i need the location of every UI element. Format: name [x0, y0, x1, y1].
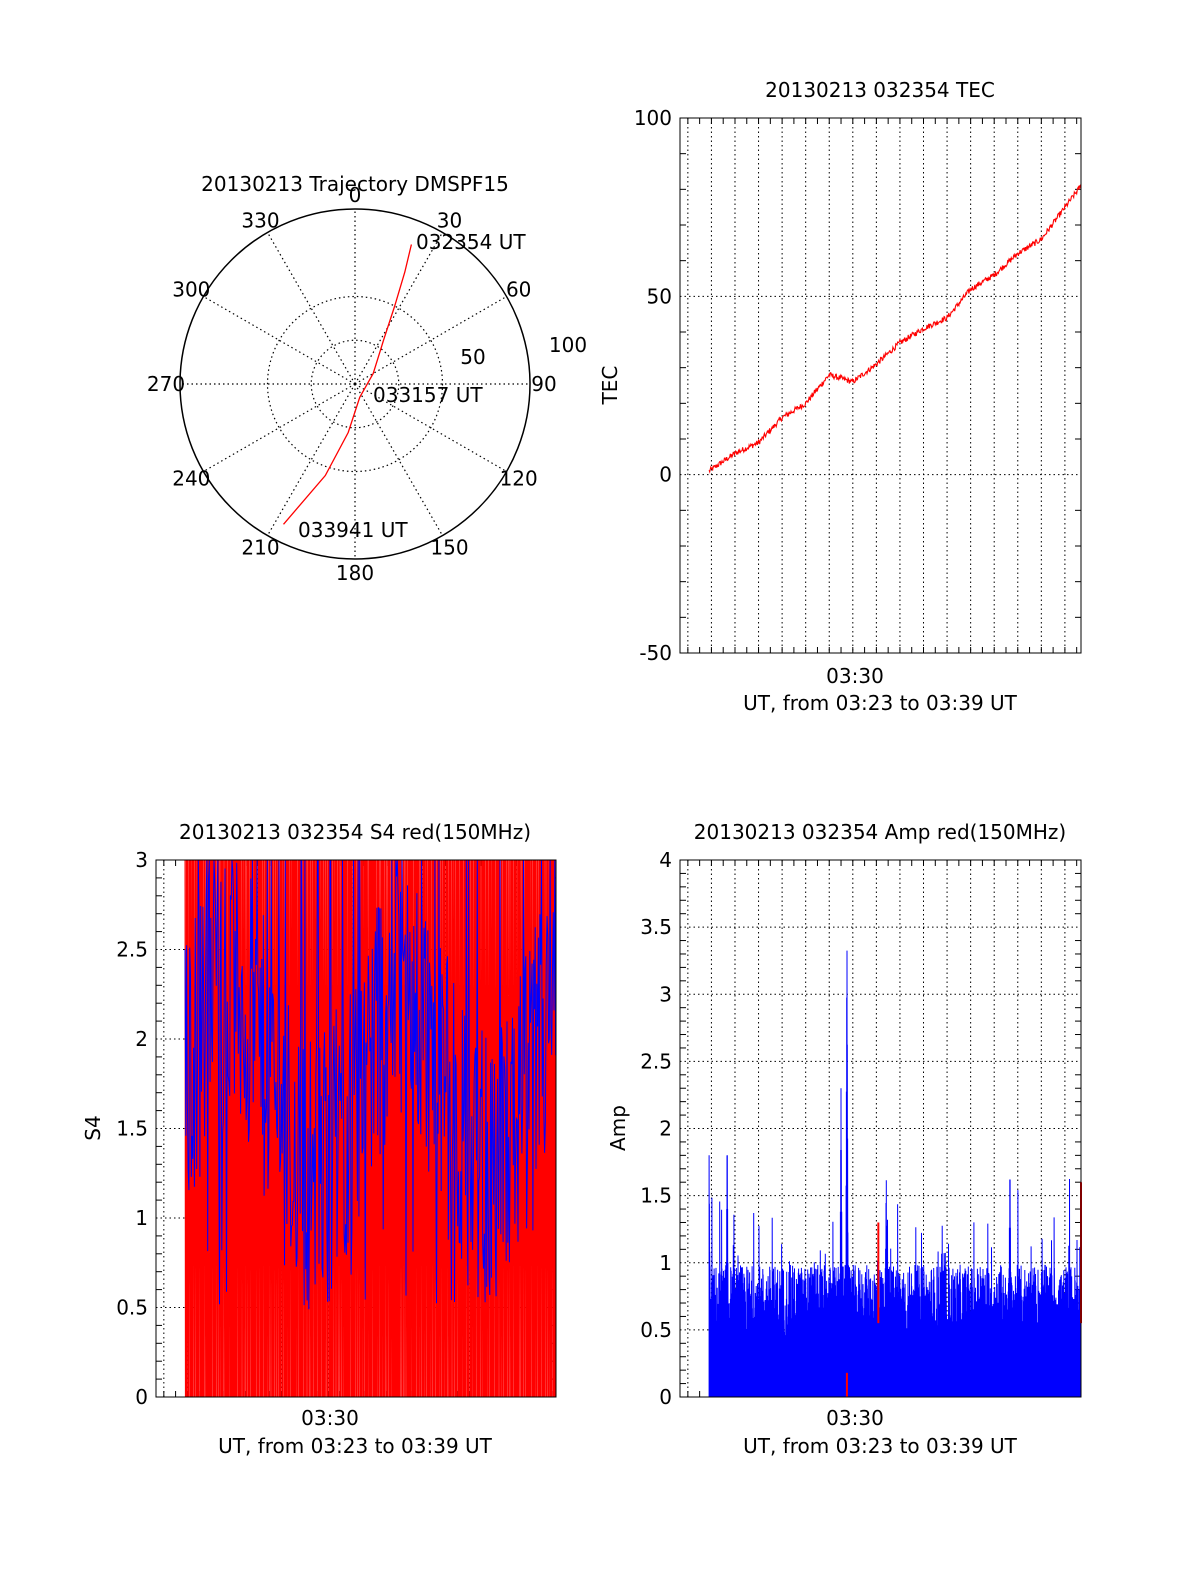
amp-y-tick-label: 1	[659, 1251, 672, 1275]
polar-grid-spoke	[266, 383, 356, 536]
amp-y-tick-label: 3	[659, 982, 672, 1006]
tec-y-tick-label: 100	[634, 106, 672, 130]
polar-radial-tick-50: 50	[460, 345, 485, 369]
polar-angle-label: 330	[241, 208, 279, 232]
tec-grid	[680, 117, 1081, 654]
polar-grid-circle	[310, 339, 400, 429]
polar-angle-labels: 0 30 60 90 120 150 180 210 240 270 300 330	[147, 183, 557, 585]
s4-y-tick-label: 0	[135, 1385, 148, 1409]
s4-y-tick-label: 2	[135, 1027, 148, 1051]
amp-plot-frame	[679, 859, 1082, 1398]
tec-x-label: UT, from 03:23 to 03:39 UT	[743, 691, 1018, 715]
s4-y-tick-label: 3	[135, 848, 148, 872]
tec-y-tick-label: 50	[647, 284, 672, 308]
polar-angle-label: 30	[437, 208, 462, 232]
polar-angle-label: 90	[531, 372, 556, 396]
amp-y-tick-label: 0	[659, 1385, 672, 1409]
polar-annotation-end: 033941 UT	[298, 518, 408, 542]
polar-grid-spoke	[203, 383, 356, 473]
tec-y-tick-label: 0	[659, 463, 672, 487]
amp-x-tick: 03:30	[826, 1406, 884, 1430]
tec-y-label: TEC	[598, 366, 622, 406]
amp-y-tick-label: 0.5	[640, 1318, 672, 1342]
polar-annotation-start: 032354 UT	[416, 230, 526, 254]
amp-y-tick-label: 1.5	[640, 1184, 672, 1208]
s4-y-tick-label: 1	[135, 1206, 148, 1230]
amp-y-tick-label: 4	[659, 848, 672, 872]
polar-angle-label: 150	[430, 536, 468, 560]
amp-chart: 20130213 032354 Amp red(150MHz) 0 0.5 1 1.5…	[606, 820, 1082, 1458]
polar-grid-spoke	[354, 295, 507, 385]
polar-grid	[180, 209, 530, 559]
polar-angle-label: 120	[500, 467, 538, 491]
polar-radial-tick-100: 100	[549, 333, 587, 357]
amp-title: 20130213 032354 Amp red(150MHz)	[694, 820, 1066, 844]
polar-chart: 20130213 Trajectory DMSPF15 0 30 60 90 120 15…	[147, 172, 587, 585]
s4-blue-series	[184, 859, 557, 1310]
s4-y-tick-label: 0.5	[116, 1296, 148, 1320]
tec-chart: 20130213 032354 TEC -50 0 50 100 03:30 UT, …	[598, 78, 1082, 715]
polar-angle-label: 210	[241, 536, 279, 560]
tec-series-line	[708, 184, 1082, 474]
amp-y-tick-label: 2	[659, 1117, 672, 1141]
polar-title: 20130213 Trajectory DMSPF15	[201, 172, 509, 196]
tec-y-ticks: -50 0 50 100	[634, 106, 672, 665]
amp-y-tick-label: 3.5	[640, 915, 672, 939]
s4-y-tick-label: 2.5	[116, 938, 148, 962]
s4-title: 20130213 032354 S4 red(150MHz)	[179, 820, 531, 844]
amp-blue-series	[708, 950, 1082, 1398]
s4-x-tick: 03:30	[301, 1406, 359, 1430]
tec-x-tick: 03:30	[826, 664, 884, 688]
polar-angle-label: 180	[336, 561, 374, 585]
tec-title: 20130213 032354 TEC	[765, 78, 995, 102]
polar-angle-label: 270	[147, 372, 185, 396]
s4-chart: 20130213 032354 S4 red(150MHz) 0 0.5 1 1.5 2…	[81, 820, 557, 1458]
polar-annotation-mid: 033157 UT	[373, 383, 483, 407]
tec-y-tick-label: -50	[639, 641, 672, 665]
s4-y-ticks: 0 0.5 1 1.5 2 2.5 3	[116, 848, 148, 1409]
s4-plot-frame	[155, 859, 557, 1398]
amp-y-ticks: 0 0.5 1 1.5 2 2.5 3 3.5 4	[640, 848, 672, 1409]
polar-trajectory-line	[283, 244, 413, 525]
tec-plot-frame	[679, 117, 1082, 654]
s4-y-tick-label: 1.5	[116, 1117, 148, 1141]
polar-angle-label: 300	[172, 278, 210, 302]
polar-angle-label: 240	[172, 467, 210, 491]
amp-y-tick-label: 2.5	[640, 1049, 672, 1073]
polar-grid-spoke	[354, 232, 444, 385]
amp-y-label: Amp	[606, 1105, 630, 1151]
s4-x-label: UT, from 03:23 to 03:39 UT	[218, 1434, 493, 1458]
amp-x-label: UT, from 03:23 to 03:39 UT	[743, 1434, 1018, 1458]
polar-outer-circle	[179, 208, 531, 560]
polar-angle-label: 0	[349, 183, 362, 207]
s4-y-label: S4	[81, 1115, 105, 1140]
polar-angle-label: 60	[506, 278, 531, 302]
polar-grid-circle	[266, 295, 444, 473]
